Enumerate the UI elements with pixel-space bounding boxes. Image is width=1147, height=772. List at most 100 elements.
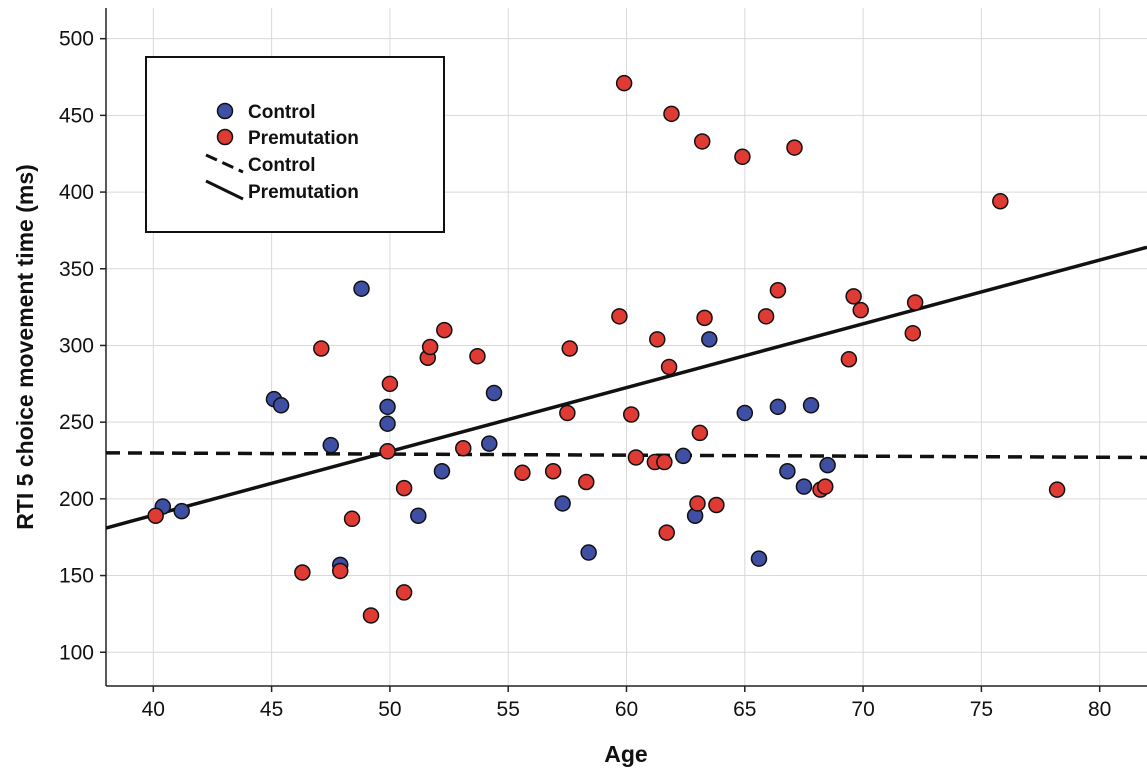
premutation-point: [649, 331, 666, 348]
premutation-point: [436, 321, 453, 339]
control-point: [795, 478, 813, 495]
premutation-point: [708, 496, 725, 514]
legend-premutation-label: Premutation: [248, 128, 359, 149]
y-tick-label: 300: [59, 334, 94, 357]
control-point: [750, 550, 768, 567]
y-tick-label: 450: [59, 104, 94, 127]
premutation-point: [845, 288, 862, 305]
tick-labels: 40 45 50 55 60 65 70 75 80 100 150 200 250 300 350 400 4…: [59, 28, 1111, 721]
premutation-point: [816, 478, 834, 495]
premutation-fit-line: [105, 245, 1147, 530]
x-tick-label: 40: [142, 698, 165, 721]
premutation-point: [381, 375, 399, 393]
control-point: [481, 435, 498, 452]
legend-premutation-line-label: Premutation: [248, 182, 359, 203]
control-point: [554, 495, 571, 512]
y-tick-label: 400: [59, 181, 94, 204]
premutation-point: [615, 74, 633, 92]
data-points: [147, 74, 1066, 624]
y-tick-label: 350: [59, 258, 94, 281]
premutation-point: [691, 424, 709, 442]
premutation-point: [786, 139, 803, 156]
premutation-point: [331, 562, 349, 580]
legend: Control Premutation Control Premutation: [145, 56, 445, 233]
grid: [106, 8, 1147, 686]
legend-premutation-marker: [216, 128, 234, 146]
premutation-point: [455, 439, 472, 457]
x-tick-label: 60: [615, 698, 638, 721]
premutation-point: [611, 308, 628, 325]
premutation-point: [656, 453, 673, 471]
fit-lines: [105, 245, 1147, 530]
control-point: [769, 398, 787, 416]
control-point: [736, 404, 754, 422]
premutation-point: [313, 340, 330, 357]
premutation-point: [658, 524, 675, 541]
premutation-point: [421, 338, 439, 356]
premutation-point: [660, 358, 678, 376]
premutation-point: [379, 443, 396, 460]
premutation-point: [395, 584, 413, 601]
x-tick-label: 65: [733, 698, 756, 721]
x-tick-label: 45: [260, 698, 283, 721]
control-point: [353, 280, 370, 297]
control-fit-line: [105, 451, 1147, 460]
premutation-point: [904, 324, 922, 342]
premutation-point: [663, 105, 680, 123]
x-axis-title: Age: [604, 741, 647, 767]
premutation-point: [906, 294, 924, 311]
y-tick-label: 250: [59, 411, 94, 434]
premutation-point: [514, 464, 531, 482]
x-tick-label: 55: [497, 698, 520, 721]
premutation-point: [689, 495, 706, 512]
control-point: [379, 398, 396, 416]
legend-premutation-solid-line: [205, 179, 244, 201]
control-point: [322, 436, 340, 454]
premutation-point: [627, 449, 645, 466]
legend-control-dashed-line: [205, 153, 244, 174]
control-point: [779, 462, 796, 480]
x-tick-label: 75: [970, 698, 993, 721]
control-point: [819, 456, 836, 474]
premutation-point: [544, 462, 562, 480]
legend-control-marker: [216, 102, 234, 120]
control-point: [272, 397, 290, 414]
premutation-point: [343, 510, 361, 528]
premutation-point: [362, 607, 380, 624]
premutation-point: [769, 281, 787, 299]
premutation-point: [840, 351, 858, 368]
premutation-point: [561, 340, 578, 357]
premutation-point: [294, 564, 311, 581]
control-point: [802, 397, 820, 414]
y-tick-label: 100: [59, 641, 94, 664]
legend-box: [145, 56, 445, 233]
premutation-point: [734, 148, 751, 166]
y-axis-title: RTI 5 choice movement time (ms): [12, 164, 38, 530]
control-point: [675, 447, 692, 465]
premutation-point: [622, 406, 640, 423]
y-tick-label: 150: [59, 565, 94, 588]
x-tick-label: 80: [1088, 698, 1111, 721]
x-tick-label: 50: [378, 698, 401, 721]
control-point: [485, 384, 503, 402]
control-point: [379, 415, 396, 432]
legend-control-label: Control: [248, 102, 316, 123]
x-tick-label: 70: [851, 698, 874, 721]
premutation-point: [469, 347, 486, 365]
y-tick-label: 200: [59, 488, 94, 511]
premutation-point: [992, 193, 1009, 210]
y-tick-label: 500: [59, 28, 94, 51]
control-point: [410, 507, 427, 524]
control-point: [433, 462, 451, 480]
premutation-point: [578, 473, 595, 491]
premutation-point: [757, 308, 775, 325]
legend-control-line-label: Control: [248, 155, 316, 176]
premutation-point: [852, 301, 869, 319]
control-point: [701, 331, 718, 348]
premutation-point: [1048, 481, 1066, 498]
premutation-point: [696, 309, 713, 327]
premutation-point: [147, 507, 164, 524]
premutation-point: [395, 479, 413, 497]
control-point: [580, 544, 597, 561]
